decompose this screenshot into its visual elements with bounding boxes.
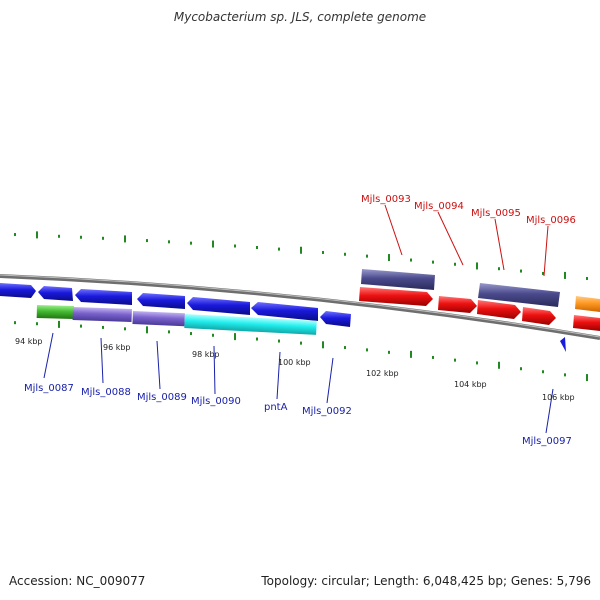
feature-track-upper [359, 269, 600, 331]
upper-tick-ruler [14, 231, 588, 280]
gene-label-mjls-0095[interactable]: Mjls_0095 [471, 208, 521, 219]
feature-track-lower [0, 283, 566, 352]
leader-mjls-0094 [437, 211, 464, 266]
lower-tick-ruler [14, 320, 588, 382]
gene-label-mjls-0089[interactable]: Mjls_0089 [137, 392, 187, 403]
gene-label-mjls-0092[interactable]: Mjls_0092 [302, 406, 352, 417]
gene-arrow-mjls-0093-domain[interactable] [361, 269, 435, 290]
gene-arrow-orange[interactable] [575, 296, 600, 312]
gene-arrow-mjls-0096[interactable] [522, 307, 556, 325]
leader-mjls-0089 [156, 340, 161, 390]
ruler-label-106kbp: 106 kbp [542, 393, 575, 402]
gene-arrow-mjls-0090[interactable] [187, 297, 250, 315]
ruler-label-100kbp: 100 kbp [278, 358, 311, 367]
gene-arrow-mjls-0095-domain[interactable] [478, 283, 560, 307]
genome-summary-text: Topology: circular; Length: 6,048,425 bp… [261, 574, 591, 588]
gene-labels-upper: Mjls_0093 Mjls_0094 Mjls_0095 Mjls_0096 [361, 194, 576, 226]
gene-arrow-mjls-0089[interactable] [137, 293, 185, 309]
gene-arrow-mjls-0087[interactable] [38, 286, 73, 301]
leader-mjls-0097 [545, 388, 554, 434]
ruler-label-98kbp: 98 kbp [192, 350, 220, 359]
gene-arrow-mjls-0092[interactable] [320, 311, 351, 327]
gene-label-mjls-0097[interactable]: Mjls_0097 [522, 436, 572, 447]
gene-arrow-mjls-0086[interactable] [0, 283, 36, 298]
leader-pnta [276, 351, 281, 400]
gene-arrow-mjls-0095[interactable] [477, 300, 521, 319]
genome-backbone [0, 274, 600, 340]
genome-title: Mycobacterium sp. JLS, complete genome [173, 10, 427, 24]
leader-mjls-0090 [213, 345, 216, 395]
leader-mjls-0087 [43, 332, 54, 379]
leader-mjls-0092 [326, 357, 334, 404]
gene-label-mjls-0096[interactable]: Mjls_0096 [526, 215, 576, 226]
gene-labels-lower: Mjls_0087 Mjls_0088 Mjls_0089 Mjls_0090 … [24, 383, 572, 447]
ruler-label-104kbp: 104 kbp [454, 380, 487, 389]
ruler-labels: 94 kbp 96 kbp 98 kbp 100 kbp 102 kbp 104… [15, 337, 575, 402]
gene-arrow-mjls-0088[interactable] [75, 289, 132, 305]
gene-label-pnta[interactable]: pntA [264, 402, 288, 413]
gene-label-mjls-0088[interactable]: Mjls_0088 [81, 387, 131, 398]
label-leaders [43, 204, 554, 434]
gene-label-mjls-0090[interactable]: Mjls_0090 [191, 396, 241, 407]
leader-mjls-0095 [494, 218, 505, 271]
gene-label-mjls-0094[interactable]: Mjls_0094 [414, 201, 464, 212]
gene-label-mjls-0087[interactable]: Mjls_0087 [24, 383, 74, 394]
gene-arrow-mjls-0094[interactable] [438, 296, 477, 313]
domain-green[interactable] [36, 305, 74, 319]
ruler-label-102kbp: 102 kbp [366, 369, 399, 378]
accession-text: Accession: NC_009077 [9, 574, 146, 588]
leader-mjls-0093 [384, 204, 403, 256]
gene-arrow-mjls-0093[interactable] [359, 287, 433, 306]
domain-purple-0089[interactable] [132, 311, 185, 327]
ruler-label-94kbp: 94 kbp [15, 337, 43, 346]
gene-arrow-red-right-edge[interactable] [573, 315, 600, 331]
gene-arrow-mjls-0097[interactable] [560, 337, 566, 352]
domain-purple-0088[interactable] [72, 307, 132, 323]
genome-backbone-highlight [0, 274, 600, 338]
leader-mjls-0088 [100, 337, 104, 384]
ruler-label-96kbp: 96 kbp [103, 343, 131, 352]
domain-cyan-pnta[interactable] [184, 314, 317, 335]
gene-label-mjls-0093[interactable]: Mjls_0093 [361, 194, 411, 205]
gene-arrow-pnta[interactable] [251, 302, 318, 321]
leader-mjls-0096 [543, 225, 549, 277]
